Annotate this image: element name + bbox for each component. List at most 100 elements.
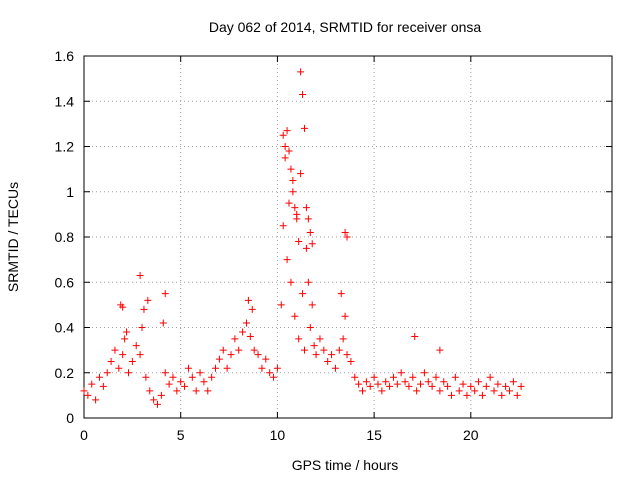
data-point bbox=[273, 364, 281, 372]
data-point bbox=[304, 215, 312, 223]
data-point bbox=[150, 396, 158, 404]
data-point bbox=[289, 188, 297, 196]
data-point bbox=[295, 238, 303, 246]
data-point bbox=[436, 387, 444, 395]
y-tick-label: 1.2 bbox=[55, 139, 75, 155]
data-point bbox=[153, 400, 161, 408]
data-point bbox=[283, 127, 291, 135]
y-tick-label: 0 bbox=[66, 410, 74, 426]
data-point bbox=[393, 380, 401, 388]
data-point bbox=[159, 319, 167, 327]
data-point bbox=[467, 382, 475, 390]
data-point bbox=[223, 364, 231, 372]
data-point bbox=[471, 387, 479, 395]
data-point bbox=[302, 244, 310, 252]
data-point bbox=[320, 346, 328, 354]
data-point bbox=[169, 373, 177, 381]
data-point bbox=[297, 68, 305, 76]
data-point bbox=[490, 387, 498, 395]
data-point bbox=[351, 373, 359, 381]
data-point bbox=[440, 378, 448, 386]
data-point bbox=[428, 382, 436, 390]
data-point bbox=[312, 351, 320, 359]
data-point bbox=[173, 387, 181, 395]
chart-title: Day 062 of 2014, SRMTID for receiver ons… bbox=[209, 19, 482, 35]
data-point bbox=[436, 346, 444, 354]
data-point bbox=[304, 278, 312, 286]
x-tick-label: 0 bbox=[80, 427, 88, 443]
data-point bbox=[204, 387, 212, 395]
data-point bbox=[177, 378, 185, 386]
data-point bbox=[287, 278, 295, 286]
data-point bbox=[417, 380, 425, 388]
data-point bbox=[242, 319, 250, 327]
data-point bbox=[239, 328, 247, 336]
data-point bbox=[310, 342, 318, 350]
data-point bbox=[192, 387, 200, 395]
data-point bbox=[279, 131, 287, 139]
data-point bbox=[302, 204, 310, 212]
data-point bbox=[455, 387, 463, 395]
data-point bbox=[331, 364, 339, 372]
data-point bbox=[432, 373, 440, 381]
data-point bbox=[293, 215, 301, 223]
data-point bbox=[370, 373, 378, 381]
data-point bbox=[123, 328, 131, 336]
y-tick-label: 0.8 bbox=[55, 229, 75, 245]
data-point bbox=[359, 387, 367, 395]
data-point bbox=[121, 335, 129, 343]
data-point bbox=[513, 391, 521, 399]
data-point bbox=[219, 346, 227, 354]
data-point bbox=[463, 391, 471, 399]
data-point bbox=[196, 369, 204, 377]
data-point bbox=[279, 222, 287, 230]
data-point bbox=[111, 346, 119, 354]
data-points bbox=[80, 68, 525, 408]
data-point bbox=[486, 373, 494, 381]
data-point bbox=[144, 296, 152, 304]
data-point bbox=[413, 387, 421, 395]
data-point bbox=[335, 346, 343, 354]
data-point bbox=[124, 369, 132, 377]
data-point bbox=[409, 373, 417, 381]
data-point bbox=[343, 233, 351, 241]
data-point bbox=[188, 373, 196, 381]
data-point bbox=[92, 396, 100, 404]
data-point bbox=[161, 290, 169, 298]
y-tick-label: 0.6 bbox=[55, 274, 75, 290]
data-point bbox=[80, 387, 88, 395]
data-point bbox=[347, 357, 355, 365]
data-point bbox=[509, 378, 517, 386]
data-point bbox=[119, 351, 127, 359]
x-tick-label: 5 bbox=[177, 427, 185, 443]
data-point bbox=[324, 357, 332, 365]
data-point bbox=[250, 346, 258, 354]
data-point bbox=[200, 378, 208, 386]
data-point bbox=[84, 391, 92, 399]
data-point bbox=[295, 335, 303, 343]
data-point bbox=[184, 364, 192, 372]
data-point bbox=[227, 351, 235, 359]
data-point bbox=[308, 301, 316, 309]
data-point bbox=[270, 373, 278, 381]
data-point bbox=[258, 364, 266, 372]
data-point bbox=[451, 373, 459, 381]
data-point bbox=[132, 342, 140, 350]
data-point bbox=[115, 364, 123, 372]
data-point bbox=[308, 240, 316, 248]
data-point bbox=[328, 351, 336, 359]
data-point bbox=[517, 382, 525, 390]
data-point bbox=[341, 228, 349, 236]
data-point bbox=[235, 346, 243, 354]
data-point bbox=[343, 351, 351, 359]
data-point bbox=[215, 355, 223, 363]
data-point bbox=[157, 391, 165, 399]
data-point bbox=[291, 312, 299, 320]
axis-ticks bbox=[83, 55, 612, 419]
data-point bbox=[339, 335, 347, 343]
data-point bbox=[362, 378, 370, 386]
data-point bbox=[136, 351, 144, 359]
data-point bbox=[447, 391, 455, 399]
x-tick-label: 15 bbox=[366, 427, 382, 443]
data-point bbox=[285, 147, 293, 155]
